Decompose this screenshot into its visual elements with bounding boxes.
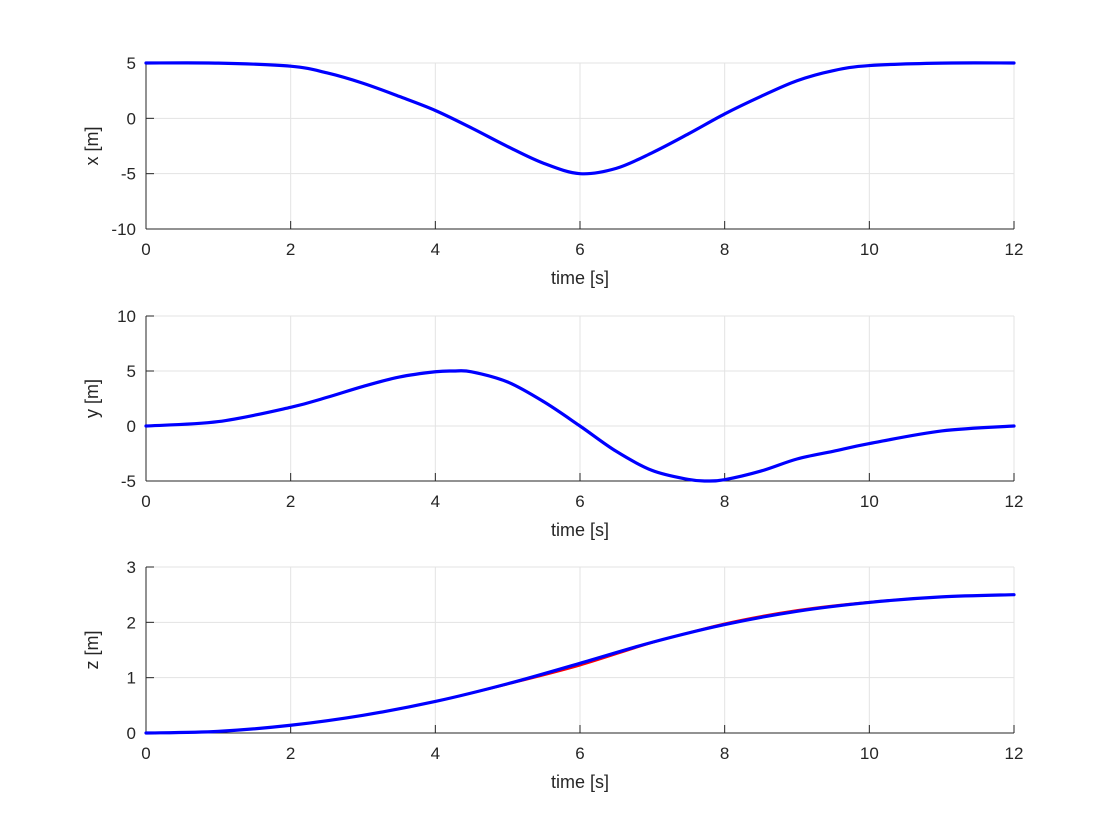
y-tick-label: 1 — [127, 669, 136, 688]
x-tick-label: 4 — [431, 744, 440, 763]
x-tick-label: 0 — [141, 240, 150, 259]
x-tick-label: 2 — [286, 240, 295, 259]
x-tick-label: 12 — [1005, 744, 1024, 763]
y-tick-label: -5 — [121, 472, 136, 491]
subplot-1: 0 2 4 6 8 10 12 -10 -5 0 5 time [s] x [m] — [82, 54, 1023, 288]
y-tick-label: 3 — [127, 558, 136, 577]
y-tick-label: 0 — [127, 109, 136, 128]
x-tick-label: 0 — [141, 492, 150, 511]
y-tick-label: 0 — [127, 724, 136, 743]
x-tick-label: 10 — [860, 492, 879, 511]
x-tick-label: 8 — [720, 744, 729, 763]
x-tick-label: 10 — [860, 240, 879, 259]
y-tick-label: 5 — [127, 54, 136, 73]
x-tick-label: 6 — [575, 240, 584, 259]
x-tick-label: 2 — [286, 744, 295, 763]
y-tick-label: 0 — [127, 417, 136, 436]
series-line-2 — [144, 369, 1016, 483]
series-line-2 — [144, 61, 1016, 176]
y-tick-label: -5 — [121, 165, 136, 184]
x-axis-label: time [s] — [551, 520, 609, 540]
y-axis-label: z [m] — [82, 631, 102, 670]
x-axis-label: time [s] — [551, 268, 609, 288]
x-tick-label: 6 — [575, 492, 584, 511]
x-tick-label: 8 — [720, 240, 729, 259]
y-tick-label: -10 — [111, 220, 136, 239]
subplot-2: 0 2 4 6 8 10 12 -5 0 5 10 time [s] y [m] — [82, 307, 1023, 540]
x-tick-label: 12 — [1005, 492, 1024, 511]
y-tick-label: 2 — [127, 613, 136, 632]
x-tick-label: 8 — [720, 492, 729, 511]
x-tick-label: 4 — [431, 240, 440, 259]
x-tick-label: 10 — [860, 744, 879, 763]
y-axis-label: y [m] — [82, 379, 102, 418]
x-tick-label: 0 — [141, 744, 150, 763]
x-tick-label: 4 — [431, 492, 440, 511]
x-tick-label: 12 — [1005, 240, 1024, 259]
y-axis-label: x [m] — [82, 127, 102, 166]
x-axis-label: time [s] — [551, 772, 609, 792]
x-tick-label: 6 — [575, 744, 584, 763]
y-tick-label: 5 — [127, 362, 136, 381]
x-tick-label: 2 — [286, 492, 295, 511]
y-tick-label: 10 — [117, 307, 136, 326]
series-line-2 — [144, 593, 1016, 735]
